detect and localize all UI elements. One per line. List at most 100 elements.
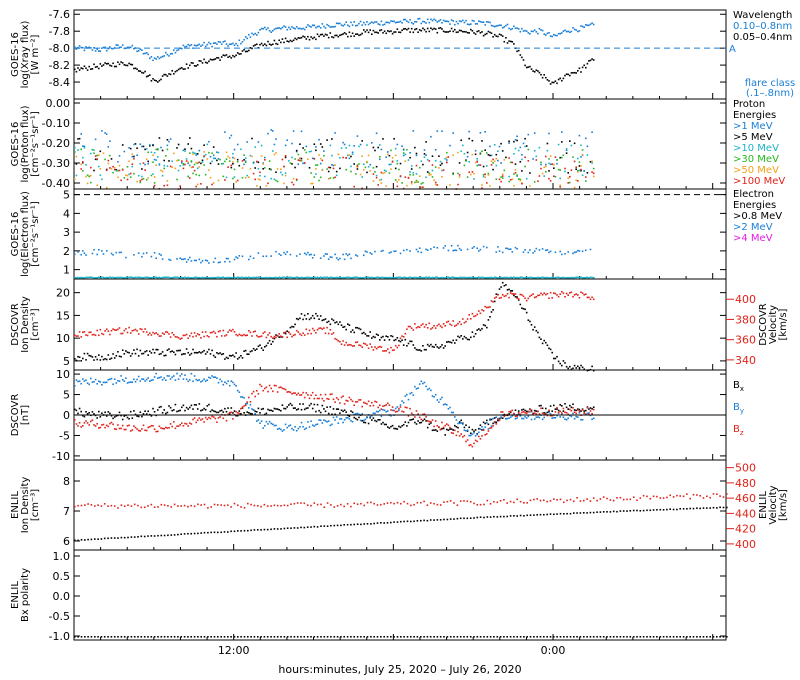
y-tick-label: -0.30 bbox=[42, 157, 70, 170]
data-point bbox=[299, 253, 301, 255]
data-point bbox=[508, 175, 510, 178]
data-point bbox=[155, 332, 157, 334]
data-point bbox=[535, 416, 538, 419]
data-point bbox=[538, 146, 541, 149]
data-point bbox=[185, 277, 188, 279]
data-point bbox=[366, 523, 369, 525]
data-point bbox=[479, 329, 482, 332]
data-point bbox=[75, 163, 78, 165]
data-point bbox=[394, 338, 397, 341]
data-point bbox=[463, 434, 466, 437]
data-point bbox=[414, 385, 416, 388]
data-point bbox=[457, 151, 459, 154]
data-point bbox=[173, 334, 175, 336]
data-point bbox=[203, 349, 205, 352]
data-point bbox=[295, 317, 298, 320]
data-point bbox=[532, 30, 534, 33]
data-point bbox=[487, 423, 490, 426]
data-point bbox=[438, 155, 440, 157]
data-point bbox=[569, 404, 571, 407]
data-point bbox=[150, 535, 153, 537]
data-point bbox=[573, 276, 576, 279]
data-point bbox=[167, 636, 169, 638]
data-point bbox=[441, 276, 443, 279]
data-point bbox=[217, 411, 220, 414]
data-point bbox=[516, 415, 518, 417]
data-point bbox=[585, 409, 587, 412]
data-point bbox=[276, 334, 279, 337]
data-point bbox=[332, 398, 335, 401]
data-point bbox=[390, 276, 392, 279]
data-point bbox=[406, 328, 408, 330]
data-point bbox=[382, 138, 384, 140]
data-point bbox=[591, 162, 593, 164]
data-point bbox=[126, 351, 129, 354]
data-point bbox=[131, 329, 134, 332]
data-point bbox=[583, 64, 585, 67]
data-point bbox=[184, 46, 186, 48]
data-point bbox=[179, 185, 181, 187]
y-tick-label: 0.0 bbox=[53, 590, 71, 603]
data-point bbox=[506, 417, 509, 420]
data-point bbox=[497, 418, 499, 420]
data-point bbox=[500, 180, 502, 183]
data-point bbox=[592, 497, 595, 499]
data-point bbox=[144, 410, 146, 412]
data-point bbox=[415, 28, 418, 30]
data-point bbox=[157, 348, 159, 351]
data-point bbox=[540, 161, 542, 164]
data-point bbox=[192, 335, 194, 338]
data-point bbox=[207, 507, 209, 509]
data-point bbox=[476, 636, 479, 638]
data-point bbox=[292, 27, 295, 29]
data-point bbox=[272, 277, 274, 279]
data-point bbox=[123, 64, 126, 66]
data-point bbox=[559, 416, 561, 418]
data-point bbox=[273, 407, 276, 410]
data-point bbox=[363, 523, 365, 525]
data-point bbox=[125, 328, 127, 330]
data-point bbox=[449, 341, 451, 343]
data-point bbox=[482, 34, 485, 37]
data-point bbox=[241, 160, 244, 162]
data-point bbox=[629, 498, 632, 501]
data-point bbox=[455, 434, 458, 437]
data-point bbox=[233, 157, 236, 160]
data-point bbox=[185, 406, 188, 409]
data-point bbox=[629, 636, 632, 638]
data-point bbox=[230, 506, 232, 508]
data-point bbox=[294, 407, 296, 409]
data-point bbox=[126, 46, 129, 49]
data-point bbox=[417, 18, 419, 20]
data-point bbox=[240, 636, 242, 638]
data-point bbox=[281, 404, 284, 406]
data-point bbox=[189, 137, 191, 139]
data-point bbox=[356, 412, 359, 415]
data-point bbox=[572, 252, 574, 255]
data-point bbox=[403, 500, 405, 503]
data-point bbox=[599, 511, 602, 513]
data-point bbox=[702, 636, 705, 638]
data-point bbox=[211, 349, 213, 352]
data-point bbox=[350, 636, 352, 638]
y-tick-label: 0.5 bbox=[53, 570, 71, 583]
data-point bbox=[366, 335, 368, 337]
data-point bbox=[257, 336, 260, 338]
data-point bbox=[719, 495, 721, 497]
data-point bbox=[452, 154, 454, 156]
data-point bbox=[299, 143, 301, 145]
data-point bbox=[527, 160, 530, 162]
y-tick-label: -0.10 bbox=[42, 117, 70, 130]
data-point bbox=[377, 23, 379, 25]
data-point bbox=[580, 165, 582, 167]
data-point bbox=[567, 413, 569, 416]
data-point bbox=[196, 352, 199, 354]
right-y-tick-label: 460 bbox=[735, 492, 756, 505]
data-point bbox=[260, 408, 263, 411]
data-point bbox=[212, 182, 215, 184]
legend-entry: 0.10–0.8nm bbox=[733, 21, 792, 32]
data-point bbox=[567, 30, 569, 33]
data-point bbox=[578, 276, 581, 279]
data-point bbox=[193, 505, 196, 508]
data-point bbox=[553, 175, 555, 177]
